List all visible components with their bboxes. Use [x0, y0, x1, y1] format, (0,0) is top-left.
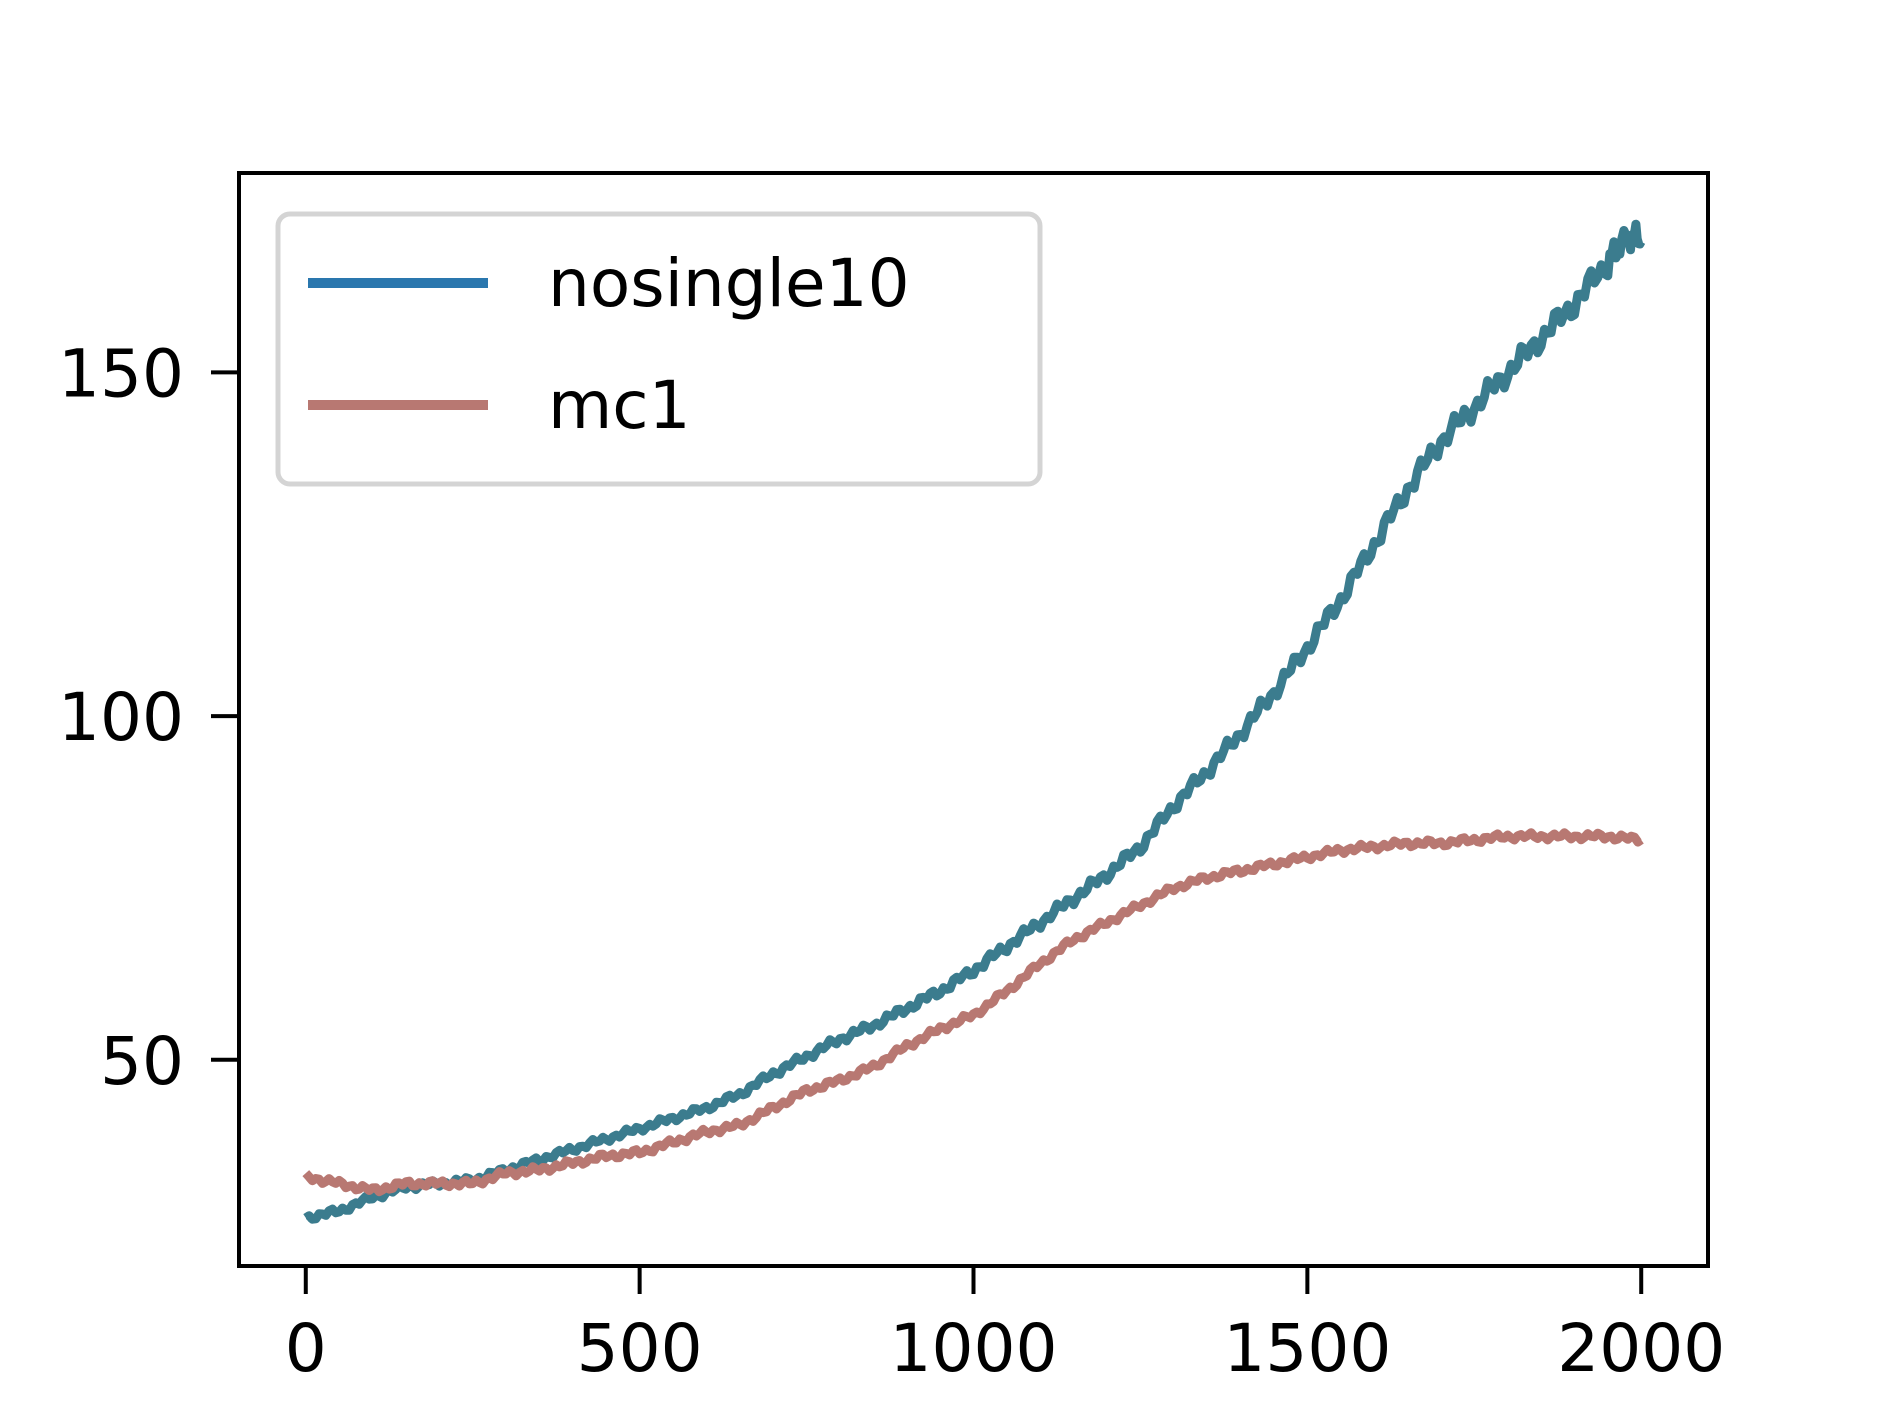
x-tick-label: 500: [577, 1310, 703, 1387]
legend-label-nosingle10: nosingle10: [548, 245, 910, 322]
legend: nosingle10 mc1: [275, 211, 1043, 487]
y-axis-ticks: 50 100 150: [58, 335, 239, 1100]
y-tick-label: 150: [58, 335, 184, 412]
y-tick-label: 100: [58, 679, 184, 756]
x-tick-label: 2000: [1557, 1310, 1725, 1387]
series-line-mc1: [302, 828, 1644, 1197]
x-tick-label: 0: [285, 1310, 327, 1387]
y-tick-label: 50: [100, 1023, 184, 1100]
legend-label-mc1: mc1: [548, 367, 691, 444]
x-tick-label: 1500: [1223, 1310, 1391, 1387]
x-tick-label: 1000: [890, 1310, 1058, 1387]
x-axis-ticks: 0 500 1000 1500 2000: [285, 1266, 1725, 1387]
series-line-nosingle10: [303, 219, 1646, 1224]
series-layer: [302, 219, 1646, 1224]
